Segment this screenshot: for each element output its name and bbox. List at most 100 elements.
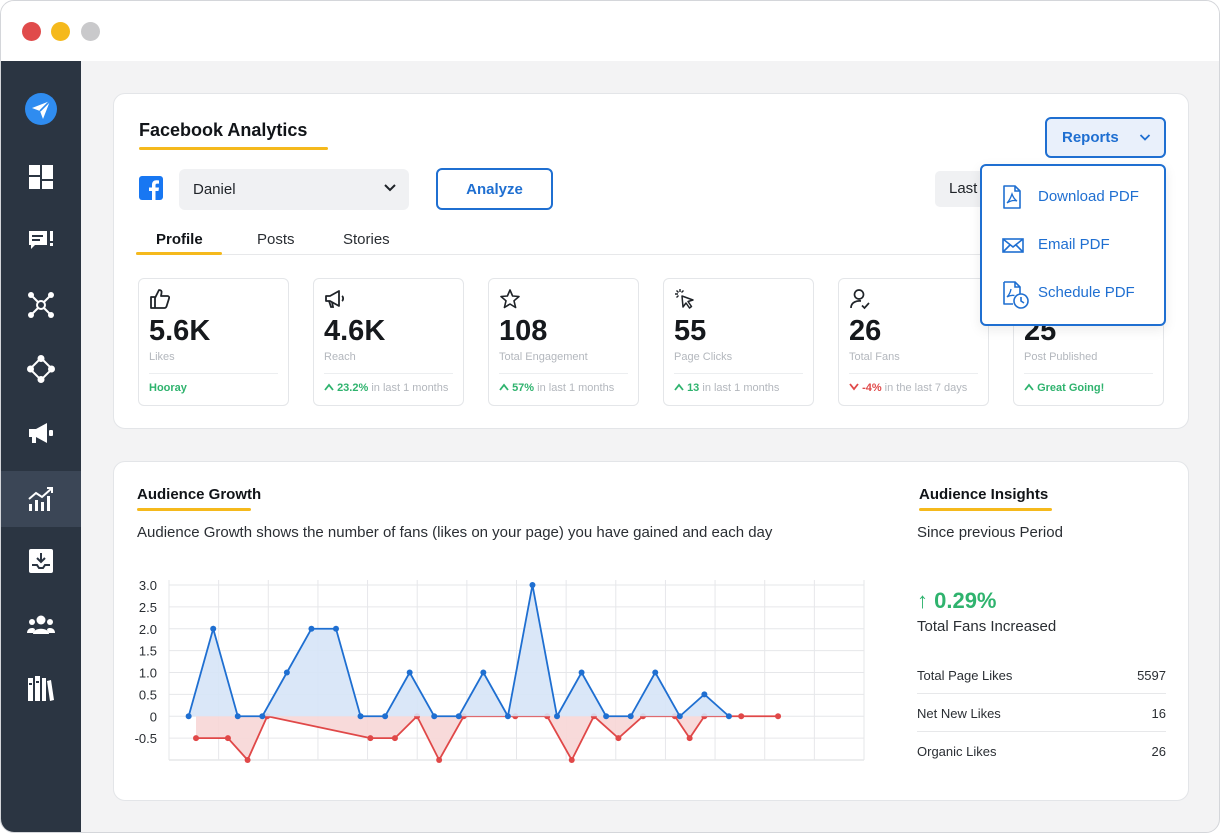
tab-stories[interactable]: Stories xyxy=(343,231,390,248)
data-point xyxy=(193,735,200,742)
account-select[interactable]: Daniel xyxy=(179,169,409,210)
stat-footer-highlight: 13 xyxy=(687,382,700,394)
analytics-icon xyxy=(28,487,53,511)
stat-footer: 23.2% in last 1 months xyxy=(324,382,448,394)
sidebar-item-messages[interactable] xyxy=(1,213,81,269)
data-point xyxy=(406,669,413,676)
library-icon xyxy=(28,676,54,701)
maximize-window-button[interactable] xyxy=(81,22,100,41)
tab-posts[interactable]: Posts xyxy=(257,231,295,248)
fans-change-label: Total Fans Increased xyxy=(917,618,1057,635)
sidebar-item-hub[interactable] xyxy=(1,341,81,397)
stat-label: Reach xyxy=(324,351,356,363)
y-tick-label: 0 xyxy=(150,709,157,724)
stat-footer-text: in last 1 months xyxy=(534,382,615,394)
data-point xyxy=(775,713,782,720)
menu-item-schedule-pdf[interactable]: Schedule PDF xyxy=(982,271,1164,315)
stat-footer: 13 in last 1 months xyxy=(674,382,779,394)
data-point xyxy=(554,713,561,720)
menu-item-email-pdf[interactable]: Email PDF xyxy=(982,223,1164,267)
data-point xyxy=(615,735,622,742)
network-icon xyxy=(28,292,54,318)
sidebar-item-analytics[interactable] xyxy=(1,471,81,527)
data-point xyxy=(568,757,575,763)
audience-growth-underline xyxy=(137,508,251,511)
reports-button[interactable]: Reports xyxy=(1045,117,1166,158)
sidebar-item-library[interactable] xyxy=(1,661,81,717)
account-select-value: Daniel xyxy=(193,181,236,198)
insight-label: Total Page Likes xyxy=(917,668,1013,683)
y-tick-label: 1.0 xyxy=(139,666,157,681)
stat-value: 5.6K xyxy=(149,315,211,347)
close-window-button[interactable] xyxy=(22,22,41,41)
menu-item-label: Download PDF xyxy=(1038,188,1139,205)
pdf-file-icon xyxy=(1003,185,1021,209)
page-title: Facebook Analytics xyxy=(139,120,308,140)
y-tick-label: 2.0 xyxy=(139,622,157,637)
stat-divider xyxy=(849,373,978,374)
data-point xyxy=(210,625,217,632)
hub-icon xyxy=(27,355,55,383)
data-point xyxy=(686,735,693,742)
audience-growth-title: Audience Growth xyxy=(137,486,262,503)
sidebar-item-compose[interactable] xyxy=(1,81,81,137)
star-icon xyxy=(500,289,520,309)
insight-value: 26 xyxy=(1151,744,1166,759)
data-point xyxy=(676,713,683,720)
stat-footer: -4% in the last 7 days xyxy=(849,382,967,394)
sidebar-item-team[interactable] xyxy=(1,597,81,653)
data-point xyxy=(283,669,290,676)
stat-card-reach: 4.6K Reach 23.2% in last 1 months xyxy=(313,278,464,406)
facebook-icon xyxy=(139,176,163,200)
chevron-down-icon xyxy=(384,184,396,192)
y-tick-label: 3.0 xyxy=(139,578,157,593)
data-point xyxy=(627,713,634,720)
y-tick-label: -0.5 xyxy=(135,731,157,746)
data-point xyxy=(578,669,585,676)
stat-label: Page Clicks xyxy=(674,351,733,363)
pdf-schedule-icon xyxy=(1003,281,1029,309)
title-bar xyxy=(1,1,1219,61)
active-tab-indicator xyxy=(136,252,222,255)
series-area xyxy=(196,716,779,760)
minimize-window-button[interactable] xyxy=(51,22,70,41)
menu-item-download-pdf[interactable]: Download PDF xyxy=(982,175,1164,219)
cursor-click-icon xyxy=(675,289,694,309)
data-point xyxy=(480,669,487,676)
chart-y-ticks: 3.0 2.5 2.0 1.5 1.0 0.5 0 -0.5 xyxy=(135,578,157,746)
stat-footer-text: in the last 7 days xyxy=(881,382,968,394)
data-point xyxy=(224,735,231,742)
chevron-down-icon xyxy=(1139,134,1151,141)
stat-footer: Great Going! xyxy=(1024,382,1104,394)
tabs-divider xyxy=(136,254,1086,255)
insight-row: Total Page Likes 5597 xyxy=(917,656,1166,694)
sidebar-item-network[interactable] xyxy=(1,277,81,333)
thumbs-up-icon xyxy=(150,289,171,309)
analyze-button[interactable]: Analyze xyxy=(436,168,553,210)
y-tick-label: 0.5 xyxy=(139,687,157,702)
sidebar-item-dashboard[interactable] xyxy=(1,149,81,205)
stat-footer-highlight: -4% xyxy=(862,382,882,394)
megaphone-icon xyxy=(29,423,53,443)
stat-card-engagement: 108 Total Engagement 57% in last 1 month… xyxy=(488,278,639,406)
insight-divider xyxy=(917,731,1166,732)
sidebar-item-downloads[interactable] xyxy=(1,533,81,589)
menu-item-label: Schedule PDF xyxy=(1038,284,1135,301)
stat-footer-text: in last 1 months xyxy=(699,382,780,394)
audience-insights-underline xyxy=(919,508,1052,511)
data-point xyxy=(431,713,438,720)
stat-value: 26 xyxy=(849,315,882,347)
sidebar-item-campaigns[interactable] xyxy=(1,405,81,461)
stat-footer-highlight: Hooray xyxy=(149,382,187,394)
stat-value: 108 xyxy=(499,315,548,347)
insight-label: Organic Likes xyxy=(917,744,997,759)
tab-profile[interactable]: Profile xyxy=(156,231,203,248)
y-tick-label: 2.5 xyxy=(139,600,157,615)
send-icon xyxy=(25,93,57,125)
stat-divider xyxy=(499,373,628,374)
data-point xyxy=(259,713,266,720)
insight-value: 16 xyxy=(1151,706,1166,721)
stat-value: 4.6K xyxy=(324,315,386,347)
chart-grid xyxy=(168,580,865,761)
